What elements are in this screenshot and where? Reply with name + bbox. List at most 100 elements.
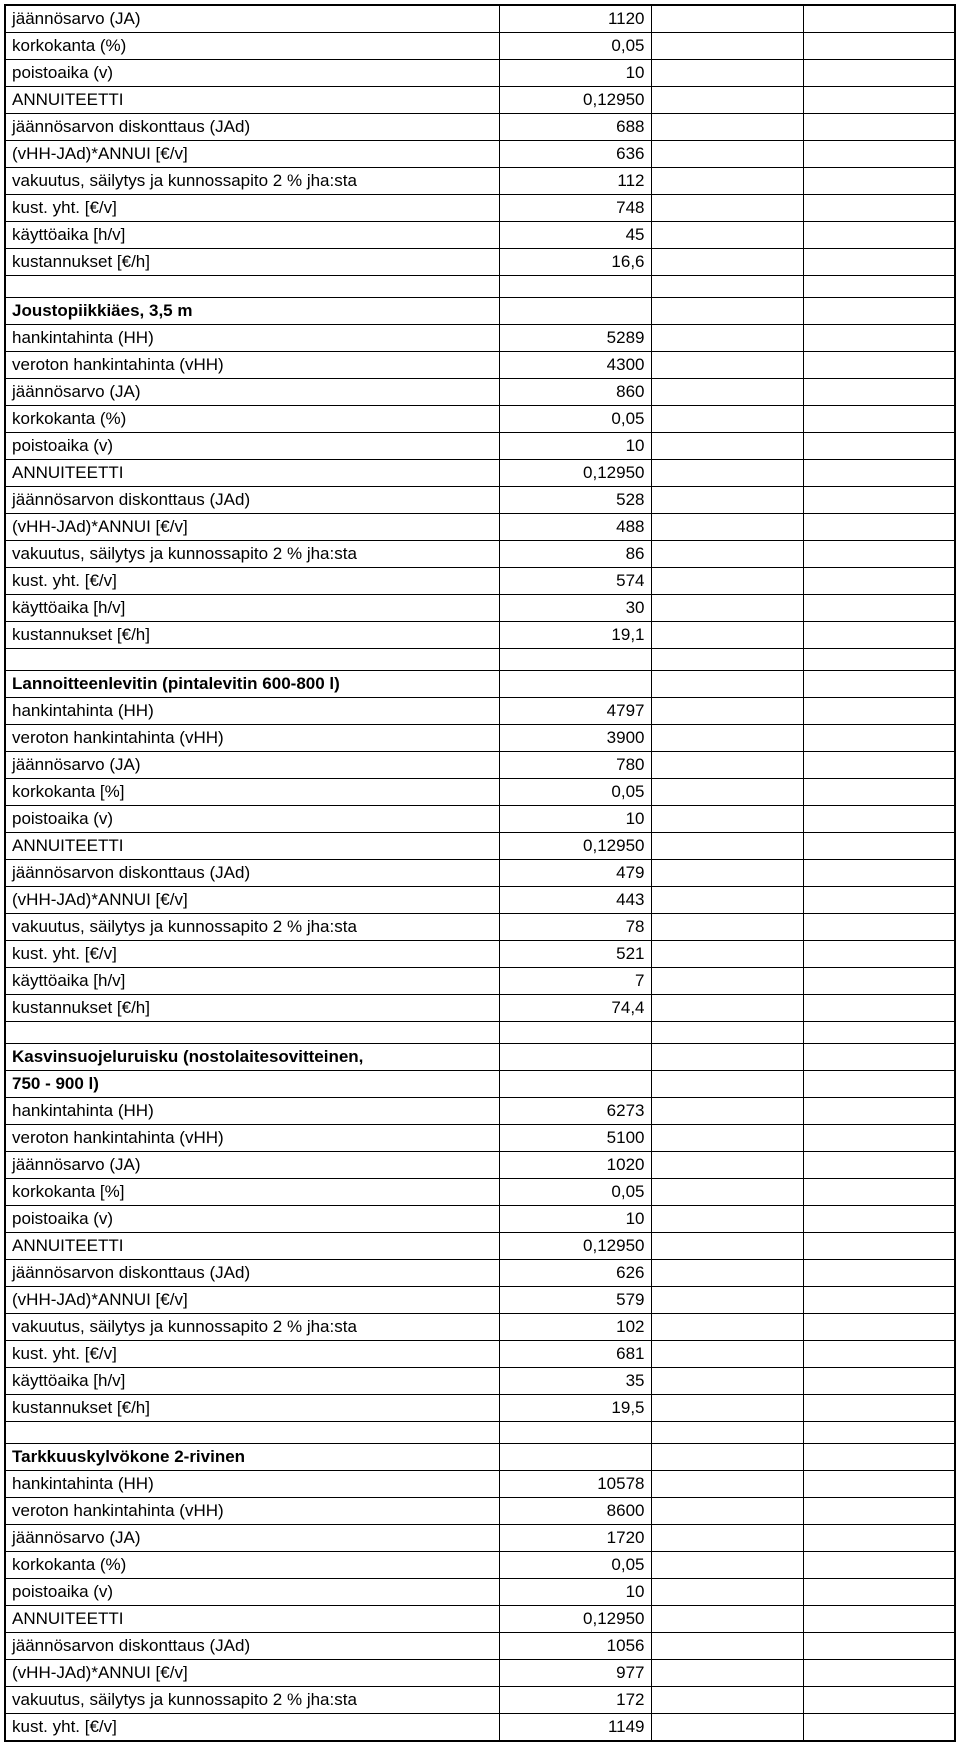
data-row-3-9-label: kust. yht. [€/v] [5,1341,499,1368]
data-row-2-6-col3 [651,860,803,887]
data-row-3-6-col3 [651,1260,803,1287]
data-row-4-5-value: 0,12950 [499,1606,651,1633]
data-row-2-4: poistoaika (v)10 [5,806,955,833]
data-row-3-2-value: 1020 [499,1152,651,1179]
spacer-row-2 [5,649,955,671]
section-header2-3-col4 [803,1071,955,1098]
data-row-3-10-value: 35 [499,1368,651,1395]
data-row-2-7-col3 [651,887,803,914]
spacer-row-4-value [499,1422,651,1444]
data-row-1-6-col3 [651,487,803,514]
data-row-1-5-label: ANNUITEETTI [5,460,499,487]
data-row-3-0-value: 6273 [499,1098,651,1125]
data-row-1-9: kust. yht. [€/v]574 [5,568,955,595]
data-row-2-5-value: 0,12950 [499,833,651,860]
data-row-2-7-label: (vHH-JAd)*ANNUI [€/v] [5,887,499,914]
data-row-0-2-label: poistoaika (v) [5,60,499,87]
data-row-4-6-col3 [651,1633,803,1660]
data-row-3-3-col3 [651,1179,803,1206]
data-row-3-2-label: jäännösarvo (JA) [5,1152,499,1179]
data-row-0-5-label: (vHH-JAd)*ANNUI [€/v] [5,141,499,168]
data-row-2-9-value: 521 [499,941,651,968]
section-header-1-col4 [803,298,955,325]
data-row-4-7-col3 [651,1660,803,1687]
data-row-2-4-col3 [651,806,803,833]
data-row-4-3-col4 [803,1552,955,1579]
data-row-0-4-label: jäännösarvon diskonttaus (JAd) [5,114,499,141]
data-row-3-11-value: 19,5 [499,1395,651,1422]
data-row-3-3: korkokanta [%]0,05 [5,1179,955,1206]
data-row-2-0-col4 [803,698,955,725]
data-row-4-2-label: jäännösarvo (JA) [5,1525,499,1552]
spacer-row-4-col3 [651,1422,803,1444]
data-row-2-9-col3 [651,941,803,968]
data-row-0-9-col4 [803,249,955,276]
data-row-0-3-value: 0,12950 [499,87,651,114]
data-row-4-0-value: 10578 [499,1471,651,1498]
data-row-3-4-value: 10 [499,1206,651,1233]
data-row-3-6: jäännösarvon diskonttaus (JAd)626 [5,1260,955,1287]
data-row-2-7: (vHH-JAd)*ANNUI [€/v]443 [5,887,955,914]
data-row-1-3-col4 [803,406,955,433]
data-row-1-1-col3 [651,352,803,379]
data-row-4-8-label: vakuutus, säilytys ja kunnossapito 2 % j… [5,1687,499,1714]
data-row-0-3: ANNUITEETTI0,12950 [5,87,955,114]
spacer-row-2-label [5,649,499,671]
data-row-0-7-label: kust. yht. [€/v] [5,195,499,222]
spacer-row-1-value [499,276,651,298]
data-row-0-1: korkokanta (%)0,05 [5,33,955,60]
data-row-1-9-value: 574 [499,568,651,595]
data-row-3-10: käyttöaika [h/v]35 [5,1368,955,1395]
data-row-2-2-value: 780 [499,752,651,779]
data-row-0-8: käyttöaika [h/v]45 [5,222,955,249]
section-header-3: Kasvinsuojeluruisku (nostolaitesovittein… [5,1044,955,1071]
data-row-1-1-value: 4300 [499,352,651,379]
spacer-row-2-col4 [803,649,955,671]
data-row-1-10-label: käyttöaika [h/v] [5,595,499,622]
data-row-1-6: jäännösarvon diskonttaus (JAd)528 [5,487,955,514]
data-row-4-7-value: 977 [499,1660,651,1687]
data-row-1-7: (vHH-JAd)*ANNUI [€/v]488 [5,514,955,541]
spacer-row-4-label [5,1422,499,1444]
section-header-2-col3 [651,671,803,698]
data-row-2-11-col4 [803,995,955,1022]
data-row-2-5-col3 [651,833,803,860]
data-row-4-2: jäännösarvo (JA)1720 [5,1525,955,1552]
data-row-3-2-col3 [651,1152,803,1179]
data-row-4-6-label: jäännösarvon diskonttaus (JAd) [5,1633,499,1660]
spacer-row-1-col4 [803,276,955,298]
data-row-1-3-col3 [651,406,803,433]
data-row-3-0-label: hankintahinta (HH) [5,1098,499,1125]
data-row-2-10: käyttöaika [h/v]7 [5,968,955,995]
data-row-1-0-col3 [651,325,803,352]
data-row-1-2-label: jäännösarvo (JA) [5,379,499,406]
data-row-1-0: hankintahinta (HH)5289 [5,325,955,352]
data-row-2-4-col4 [803,806,955,833]
data-row-0-2: poistoaika (v)10 [5,60,955,87]
data-row-2-0-value: 4797 [499,698,651,725]
data-row-4-9-col3 [651,1714,803,1742]
data-row-1-11-col4 [803,622,955,649]
data-row-1-0-value: 5289 [499,325,651,352]
data-row-1-8-col3 [651,541,803,568]
data-row-0-0: jäännösarvo (JA)1120 [5,5,955,33]
data-row-4-7-col4 [803,1660,955,1687]
data-row-1-3-label: korkokanta (%) [5,406,499,433]
data-row-2-1-label: veroton hankintahinta (vHH) [5,725,499,752]
data-row-2-6-col4 [803,860,955,887]
data-row-2-1-col3 [651,725,803,752]
data-row-2-8-col3 [651,914,803,941]
data-row-0-2-col4 [803,60,955,87]
spacer-row-3-value [499,1022,651,1044]
data-row-3-4-label: poistoaika (v) [5,1206,499,1233]
data-row-4-1-label: veroton hankintahinta (vHH) [5,1498,499,1525]
data-row-4-8: vakuutus, säilytys ja kunnossapito 2 % j… [5,1687,955,1714]
data-row-2-8-label: vakuutus, säilytys ja kunnossapito 2 % j… [5,914,499,941]
data-row-2-0: hankintahinta (HH)4797 [5,698,955,725]
section-header-3-col4 [803,1044,955,1071]
data-row-3-5-col4 [803,1233,955,1260]
data-row-3-8: vakuutus, säilytys ja kunnossapito 2 % j… [5,1314,955,1341]
data-row-1-3-value: 0,05 [499,406,651,433]
data-row-4-8-col4 [803,1687,955,1714]
spacer-row-1-col3 [651,276,803,298]
